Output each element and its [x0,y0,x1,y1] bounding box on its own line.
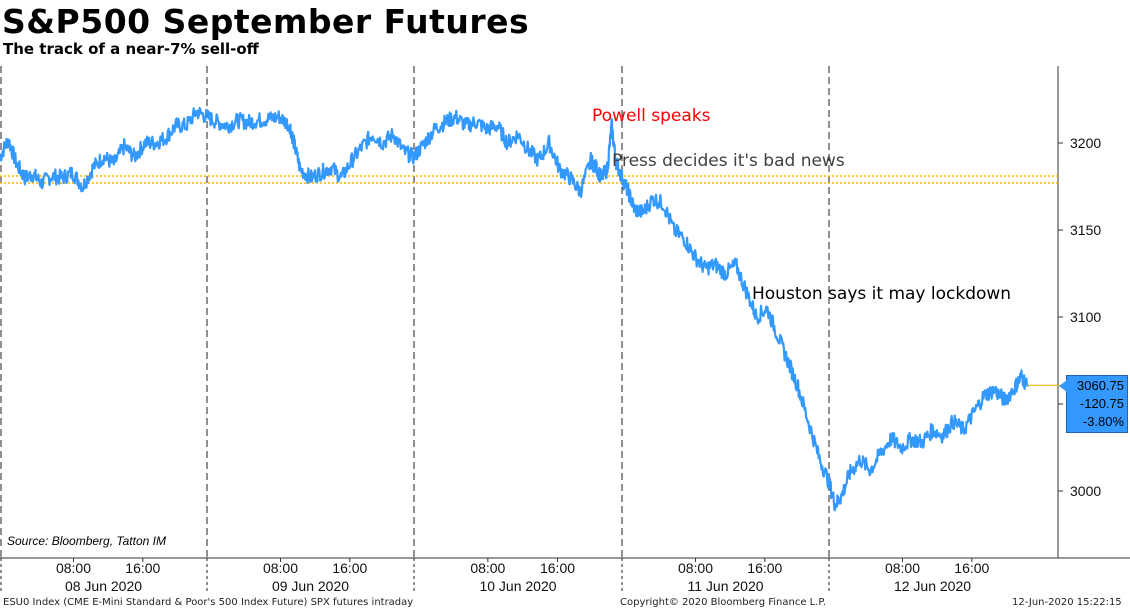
x-hour-label: 16:00 [747,560,782,576]
x-hour-label: 16:00 [125,560,160,576]
x-hour-label: 16:00 [954,560,989,576]
last-change: -120.75 [1079,396,1124,411]
price-line [0,106,1029,512]
footer-timestamp: 12-Jun-2020 15:22:15 [1012,597,1122,608]
x-hour-label: 16:00 [540,560,575,576]
y-tick-label: 3000 [1070,483,1101,499]
x-hour-label: 08:00 [470,560,505,576]
last-price-badge: 3060.75 -120.75 -3.80% [1059,375,1128,433]
x-day-label: 11 Jun 2020 [687,578,763,594]
chart-title: S&P500 September Futures [2,2,530,41]
x-hour-label: 08:00 [885,560,920,576]
last-price: 3060.75 [1077,378,1124,393]
x-day-label: 09 Jun 2020 [272,578,349,594]
y-tick-label: 3150 [1070,222,1101,238]
last-change-pct: -3.80% [1082,414,1124,429]
chart-annotation: Houston says it may lockdown [752,284,1011,304]
x-hour-label: 08:00 [56,560,91,576]
x-hour-label: 16:00 [332,560,367,576]
source-note: Source: Bloomberg, Tatton IM [5,534,168,548]
x-hour-label: 08:00 [263,560,298,576]
y-tick-label: 3100 [1070,309,1101,325]
chart-subtitle: The track of a near-7% sell-off [3,40,259,58]
x-day-label: 10 Jun 2020 [479,578,556,594]
x-day-label: 12 Jun 2020 [894,578,971,594]
y-tick-label: 3200 [1070,135,1101,151]
footer-copyright: Copyright© 2020 Bloomberg Finance L.P. [620,597,827,608]
footer-ticker: ESU0 Index (CME E-Mini Standard & Poor's… [3,597,414,608]
x-day-label: 08 Jun 2020 [65,578,142,594]
chart-annotation: Press decides it's bad news [612,151,845,171]
chart-annotation: Powell speaks [592,106,711,126]
x-hour-label: 08:00 [678,560,713,576]
